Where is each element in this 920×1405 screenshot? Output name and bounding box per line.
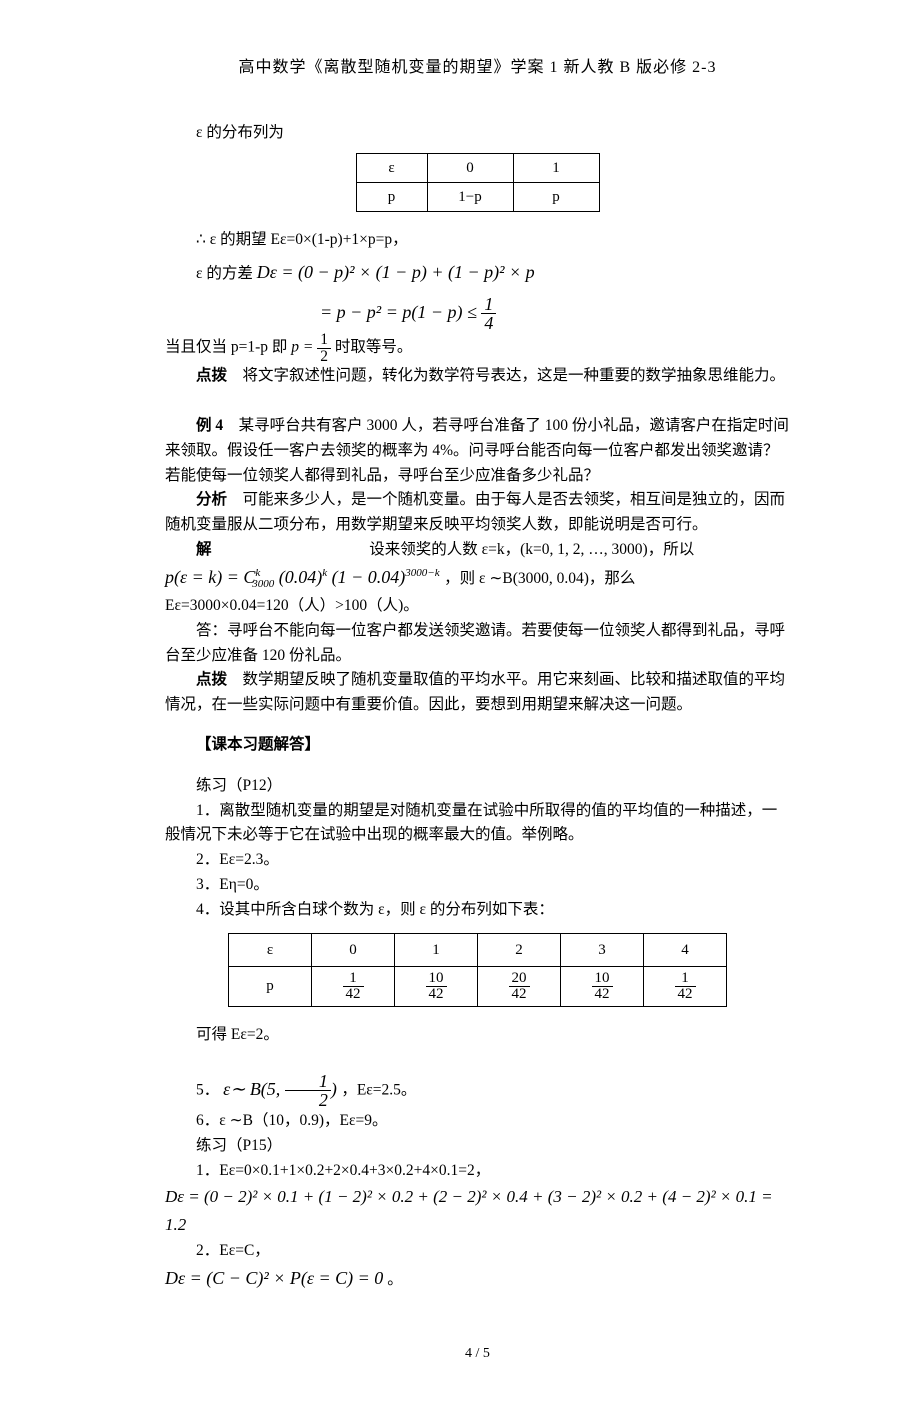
example4-label: 例 4	[196, 417, 223, 434]
pk-formula: p(ε = k) = Ck3000 (0.04)k (1 − 0.04)3000…	[165, 567, 444, 587]
q5-prefix: 5．	[196, 1082, 219, 1099]
page-footer: 4 / 5	[165, 1343, 790, 1365]
table-cell: p	[356, 183, 427, 212]
q4-result: 可得 Eε=2。	[165, 1023, 790, 1048]
table-cell: p	[513, 183, 599, 212]
table-cell: 0	[312, 933, 395, 966]
equality-prefix: 当且仅当 p=1-p 即	[165, 339, 287, 356]
distribution-table-2: ε 0 1 2 3 4 p 142 1042 2042 1042 142	[228, 933, 727, 1007]
q5-formula: ε∼ B(5, 12)	[223, 1079, 341, 1099]
dianbo-label: 点拨	[196, 367, 227, 384]
table-cell: 1	[395, 933, 478, 966]
dianbo-line: 点拨 将文字叙述性问题，转化为数学符号表达，这是一种重要的数学抽象思维能力。	[165, 364, 790, 389]
fraction-num: 1	[481, 295, 496, 314]
q4: 4．设其中所含白球个数为 ε，则 ε 的分布列如下表：	[165, 898, 790, 923]
equality-line: 当且仅当 p=1-p 即 p = 12 时取等号。	[165, 332, 790, 364]
fraction: 12	[317, 332, 331, 364]
table-cell: 2042	[478, 966, 561, 1006]
pk-formula-line: p(ε = k) = Ck3000 (0.04)k (1 − 0.04)3000…	[165, 563, 790, 594]
formula-text: = p − p² = p(1 − p) ≤	[320, 302, 481, 322]
table-row: ε 0 1 2 3 4	[229, 933, 727, 966]
p15-q1-d: Dε = (0 − 2)² × 0.1 + (1 − 2)² × 0.2 + (…	[165, 1183, 790, 1239]
equality-suffix: 时取等号。	[335, 339, 413, 356]
q2: 2．Eε=2.3。	[165, 848, 790, 873]
q5-suffix: ，Eε=2.5。	[341, 1082, 416, 1099]
p15-q2: 2．Eε=C，	[165, 1239, 790, 1264]
page-header-title: 高中数学《离散型随机变量的期望》学案 1 新人教 B 版必修 2-3	[165, 55, 790, 81]
dianbo2-line: 点拨 数学期望反映了随机变量取值的平均水平。用它来刻画、比较和描述取值的平均情况…	[165, 668, 790, 718]
table-cell: 1042	[395, 966, 478, 1006]
answer-line: 答：寻呼台不能向每一位客户都发送领奖邀请。若要使每一位领奖人都得到礼品，寻呼台至…	[165, 619, 790, 669]
section-title: 【课本习题解答】	[196, 733, 790, 758]
distribution-table-1: ε 0 1 p 1−p p	[356, 153, 600, 212]
example4-body: 例 4 某寻呼台共有客户 3000 人，若寻呼台准备了 100 份小礼品，邀请客…	[165, 414, 790, 488]
pk-tail: ，则 ε ∼B(3000, 0.04)，那么	[444, 570, 635, 587]
intro-line: ε 的分布列为	[165, 121, 790, 146]
dianbo2-text: 数学期望反映了随机变量取值的平均水平。用它来刻画、比较和描述取值的平均情况，在一…	[165, 671, 785, 713]
fraction: 12	[285, 1072, 331, 1109]
table-cell: ε	[356, 154, 427, 183]
table-cell: p	[229, 966, 312, 1006]
variance-formula-2: = p − p² = p(1 − p) ≤ 14	[320, 293, 790, 333]
answer-label: 答：	[196, 622, 227, 639]
fraction-den: 4	[481, 314, 496, 332]
table-cell: ε	[229, 933, 312, 966]
table-cell: 1−p	[427, 183, 513, 212]
q3: 3．Eη=0。	[165, 873, 790, 898]
e-line: Eε=3000×0.04=120（人）>100（人)。	[165, 594, 790, 619]
table-cell: 3	[561, 933, 644, 966]
solve-line: 解 设来领奖的人数 ε=k，(k=0, 1, 2, …, 3000)，所以	[165, 538, 790, 563]
fraction: 14	[481, 295, 496, 332]
fraction-num: 1	[317, 332, 331, 349]
q5: 5． ε∼ B(5, 12) ，Eε=2.5。	[165, 1072, 790, 1109]
dianbo2-label: 点拨	[196, 671, 227, 688]
analysis-line: 分析 可能来多少人，是一个随机变量。由于每人是否去领奖，相互间是独立的，因而随机…	[165, 488, 790, 538]
expectation-line: ∴ ε 的期望 Eε=0×(1-p)+1×p=p，	[165, 228, 790, 253]
p15-label: 练习（P15）	[165, 1134, 790, 1159]
p15-q1: 1．Eε=0×0.1+1×0.2+2×0.4+3×0.2+4×0.1=2，	[165, 1159, 790, 1184]
solve-label: 解	[196, 541, 212, 558]
solve-text: 设来领奖的人数 ε=k，(k=0, 1, 2, …, 3000)，所以	[369, 541, 694, 558]
table-cell: 1042	[561, 966, 644, 1006]
p12-label: 练习（P12）	[165, 774, 790, 799]
variance-formula-1: Dε = (0 − p)² × (1 − p) + (1 − p)² × p	[257, 262, 535, 282]
fraction-den: 2	[317, 349, 331, 365]
table-row: p 1−p p	[356, 183, 599, 212]
table-cell: 2	[478, 933, 561, 966]
table-cell: 4	[644, 933, 727, 966]
variance-label: ε 的方差	[196, 265, 253, 282]
document-page: 高中数学《离散型随机变量的期望》学案 1 新人教 B 版必修 2-3 ε 的分布…	[0, 0, 920, 1405]
q6: 6．ε ∼B（10，0.9)，Eε=9。	[165, 1109, 790, 1134]
table-row: p 142 1042 2042 1042 142	[229, 966, 727, 1006]
q1: 1．离散型随机变量的期望是对随机变量在试验中所取得的值的平均值的一种描述，一般情…	[165, 799, 790, 849]
example4-text1: 某寻呼台共有客户 3000 人，若寻呼台准备了 100 份小礼品，邀请客户在指定…	[165, 417, 789, 484]
analysis-text: 可能来多少人，是一个随机变量。由于每人是否去领奖，相互间是独立的，因而随机变量服…	[165, 491, 785, 533]
p15-q2-d: Dε = (C − C)² × P(ε = C) = 0 。	[165, 1264, 790, 1293]
table-row: ε 0 1	[356, 154, 599, 183]
analysis-label: 分析	[196, 491, 227, 508]
answer-text: 寻呼台不能向每一位客户都发送领奖邀请。若要使每一位领奖人都得到礼品，寻呼台至少应…	[165, 622, 785, 664]
variance-block: ε 的方差 Dε = (0 − p)² × (1 − p) + (1 − p)²…	[165, 253, 790, 293]
equality-peq: p =	[291, 339, 317, 356]
table-cell: 142	[312, 966, 395, 1006]
dianbo-text: 将文字叙述性问题，转化为数学符号表达，这是一种重要的数学抽象思维能力。	[227, 367, 785, 384]
table-cell: 142	[644, 966, 727, 1006]
table-cell: 1	[513, 154, 599, 183]
table-cell: 0	[427, 154, 513, 183]
